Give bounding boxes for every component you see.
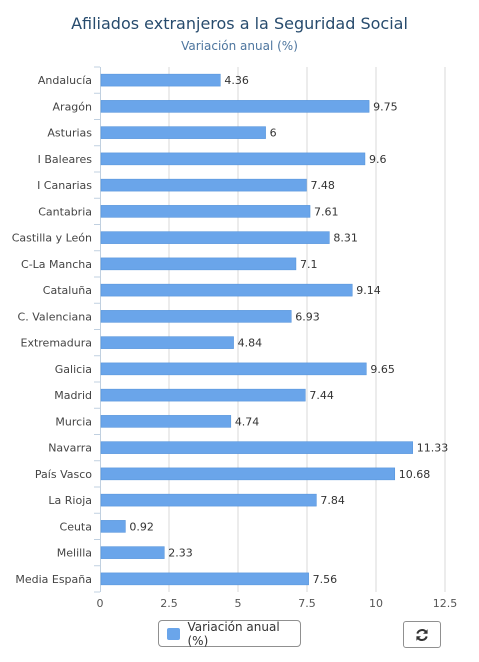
legend-item-variacion-anual[interactable]: Variación anual (%) (158, 619, 301, 648)
category-label: Cataluña (43, 284, 92, 297)
category-label: Madrid (54, 389, 92, 402)
chart-title: Afiliados extranjeros a la Seguridad Soc… (71, 14, 408, 33)
category-label: Aragón (53, 100, 93, 113)
category-label: La Rioja (48, 494, 92, 507)
bar (100, 546, 165, 559)
category-label: I Baleares (38, 153, 93, 166)
bar (100, 178, 307, 192)
bar (100, 205, 311, 218)
category-label: C-La Mancha (21, 258, 92, 271)
bar (100, 231, 330, 244)
bar (100, 152, 366, 166)
bar (100, 73, 221, 87)
bar (100, 415, 232, 428)
data-label: 7.1 (300, 258, 318, 271)
bar (100, 572, 309, 586)
data-label: 9.65 (370, 363, 395, 376)
data-label: 4.84 (238, 337, 262, 350)
chart-subtitle: Variación anual (%) (181, 39, 298, 53)
bar (100, 283, 353, 297)
category-label: Murcia (55, 415, 92, 428)
category-label: Asturias (47, 127, 92, 140)
data-label: 7.48 (310, 179, 335, 192)
bar (100, 467, 396, 481)
data-label: 7.61 (314, 205, 339, 218)
data-label: 2.33 (168, 547, 193, 560)
data-label: 4.74 (235, 415, 260, 428)
x-tick-label: 10 (369, 597, 383, 610)
category-label: País Vasco (35, 468, 92, 481)
x-tick-label: 5 (235, 597, 242, 610)
data-label: 4.36 (224, 74, 249, 87)
legend-label: Variación anual (%) (187, 619, 280, 648)
category-label: I Canarias (37, 179, 92, 192)
bar (100, 493, 317, 507)
category-label: Navarra (48, 442, 92, 455)
category-label: Cantabria (38, 205, 92, 218)
bar (100, 388, 306, 402)
bar (100, 126, 266, 139)
data-label: 7.56 (313, 573, 338, 586)
data-label: 10.68 (399, 468, 431, 481)
bar (100, 441, 413, 454)
refresh-icon (416, 628, 428, 641)
bar (100, 336, 234, 349)
data-label: 6.93 (295, 310, 320, 323)
category-label: Extremadura (21, 337, 93, 350)
bar (100, 257, 297, 271)
x-tick-label: 7.5 (298, 597, 316, 610)
legend-swatch (167, 627, 181, 640)
x-tick-label: 12.5 (433, 597, 458, 610)
data-label: 9.14 (356, 284, 381, 297)
category-label: Andalucía (38, 74, 92, 87)
data-label: 11.33 (417, 442, 449, 455)
bar (100, 520, 126, 533)
data-label: 8.31 (333, 232, 358, 245)
data-label: 7.44 (309, 389, 334, 402)
bar (100, 100, 370, 113)
data-label: 6 (270, 127, 277, 140)
bar (100, 362, 367, 376)
bar (100, 310, 292, 323)
category-label: Media España (15, 573, 92, 586)
category-label: C. Valenciana (18, 310, 92, 323)
data-label: 0.92 (129, 520, 154, 533)
data-label: 9.75 (373, 100, 398, 113)
data-label: 7.84 (320, 494, 345, 507)
x-tick-label: 0 (97, 597, 104, 610)
category-label: Castilla y León (12, 232, 92, 245)
data-label: 9.6 (369, 153, 387, 166)
x-tick-label: 2.5 (160, 597, 178, 610)
category-label: Ceuta (60, 520, 92, 533)
category-label: Galicia (55, 363, 92, 376)
refresh-button[interactable] (403, 621, 441, 648)
category-label: Melilla (57, 547, 92, 560)
